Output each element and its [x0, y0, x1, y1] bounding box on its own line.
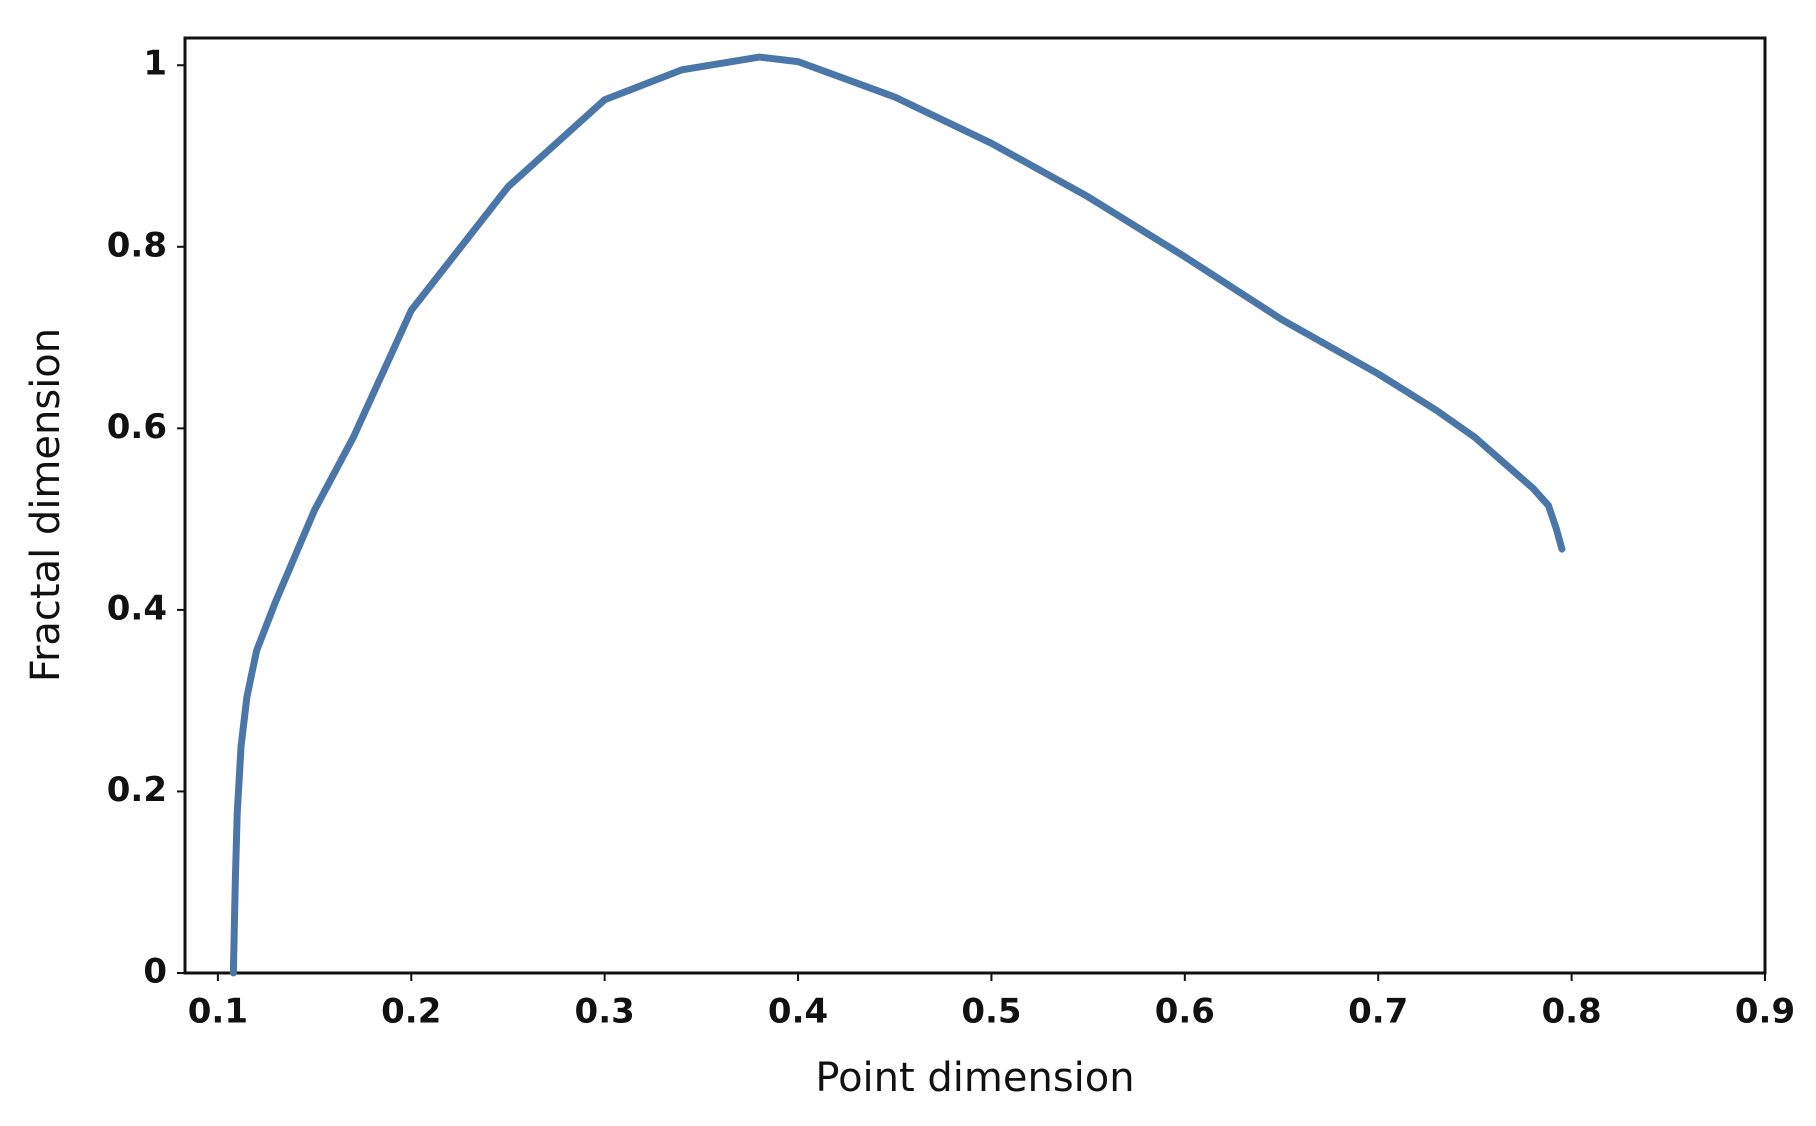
y-tick-label: 0.6	[107, 407, 167, 447]
y-tick-label: 0	[143, 952, 167, 992]
x-tick-label: 0.3	[575, 992, 635, 1032]
x-tick-label: 0.4	[768, 992, 828, 1032]
x-tick-label: 0.9	[1735, 992, 1795, 1032]
x-tick-label: 0.6	[1155, 992, 1215, 1032]
x-tick-label: 0.8	[1541, 992, 1601, 1032]
x-tick-label: 0.2	[381, 992, 441, 1032]
y-tick-label: 1	[143, 44, 167, 84]
x-tick-label: 0.5	[961, 992, 1021, 1032]
y-axis-label: Fractal dimension	[23, 328, 69, 682]
y-tick-label: 0.4	[107, 588, 167, 628]
plot-frame	[183, 36, 1767, 975]
x-tick-label: 0.1	[188, 992, 248, 1032]
x-axis-label: Point dimension	[815, 1055, 1134, 1101]
x-tick-label: 0.7	[1348, 992, 1408, 1032]
data-line	[229, 53, 1566, 977]
y-tick-label: 0.8	[107, 225, 167, 265]
y-tick-label: 0.2	[107, 770, 167, 810]
